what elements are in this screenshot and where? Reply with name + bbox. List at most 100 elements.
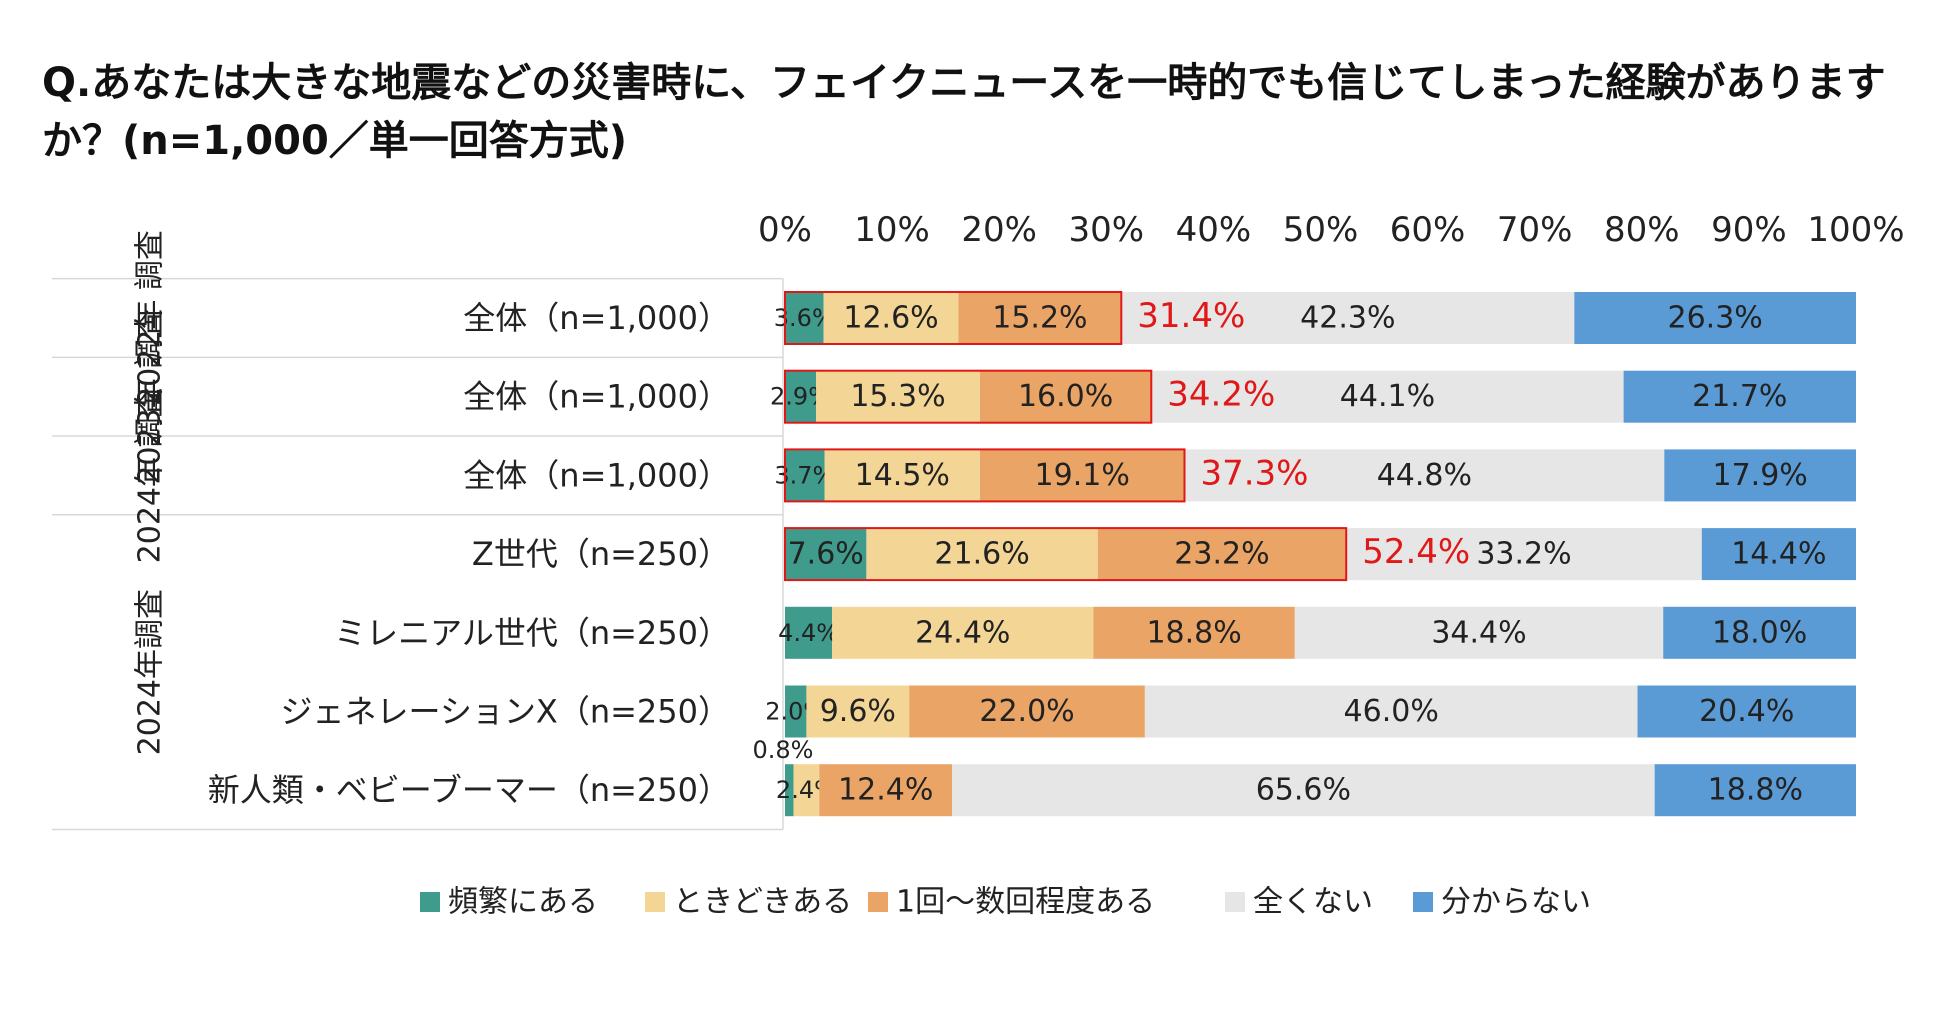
legend-label: 分からない	[1441, 885, 1591, 920]
x-axis-ticks: 0% 10% 20% 30% 40% 50% 60% 70% 80% 90% 100%	[758, 210, 1905, 250]
row-label: 新人類・ベビーブーマー（n=250）	[208, 771, 730, 809]
total-outline	[784, 448, 1186, 503]
x-tick-label: 90%	[1711, 210, 1787, 250]
bar-data-label: 65.6%	[1256, 773, 1351, 808]
bar-segment	[1346, 528, 1702, 581]
bar-segment	[806, 685, 910, 738]
bar-data-label: 18.8%	[1708, 773, 1803, 808]
row-label: 全体（n=1,000）	[463, 299, 730, 337]
bar-segment	[785, 292, 824, 344]
bar-data-label: 44.1%	[1340, 379, 1435, 414]
bar-data-label: 20.4%	[1699, 694, 1794, 729]
legend-swatch	[868, 892, 888, 912]
bar-data-label: 15.3%	[850, 379, 945, 414]
bar-segment	[1093, 606, 1295, 659]
row-label: 全体（n=1,000）	[463, 378, 730, 416]
bar-data-label: 0.8%	[753, 736, 814, 764]
legend-swatch	[645, 892, 665, 912]
bar-area: 3.6% 12.6% 15.2% 42.3% 26.3%2.9% 15.3% 16.0% 44…	[753, 291, 1856, 817]
bar-segment	[1637, 685, 1856, 738]
bar-segment	[824, 449, 980, 502]
group-label: 2024年調査	[133, 589, 168, 755]
legend-swatch	[1225, 892, 1245, 912]
x-tick-label: 70%	[1497, 210, 1573, 250]
legend-label: 1回～数回程度ある	[896, 885, 1155, 920]
bar-data-label: 17.9%	[1712, 458, 1807, 493]
bar-data-label: 21.6%	[934, 537, 1029, 572]
row-label: ジェネレーションX（n=250）	[281, 693, 730, 731]
bar-data-label: 16.0%	[1018, 379, 1113, 414]
chart-title: Q.あなたは大きな地震などの災害時に、フェイクニュースを一時的でも信じてしまった…	[42, 60, 1886, 164]
legend-label: 全くない	[1253, 885, 1373, 920]
row-label: 全体（n=1,000）	[463, 456, 730, 494]
bar-data-label: 14.4%	[1731, 537, 1826, 572]
legend-swatch	[1413, 892, 1433, 912]
bar-data-label: 34.4%	[1431, 615, 1526, 650]
bar-segment	[793, 764, 820, 817]
bar-segment	[1664, 449, 1856, 502]
bar-segment	[1701, 528, 1856, 581]
bar-segment	[909, 685, 1145, 738]
bar-segment	[1151, 370, 1624, 423]
bar-data-label: 24.4%	[915, 615, 1010, 650]
bar-segment	[1294, 606, 1664, 659]
total-outline	[784, 369, 1153, 424]
total-label: 52.4%	[1362, 532, 1470, 572]
bar-data-label: 46.0%	[1344, 694, 1439, 729]
bar-segment	[819, 764, 953, 817]
bar-segment	[785, 685, 807, 738]
bar-segment	[785, 606, 833, 659]
bar-data-label: 12.6%	[843, 301, 938, 336]
x-tick-label: 10%	[854, 210, 930, 250]
x-tick-label: 50%	[1283, 210, 1359, 250]
bar-segment	[816, 370, 980, 423]
bar-data-label: 21.7%	[1692, 379, 1787, 414]
bar-segment	[823, 292, 959, 344]
x-tick-label: 30%	[1069, 210, 1145, 250]
x-tick-label: 40%	[1176, 210, 1252, 250]
group-label: 2023年 調査	[133, 309, 168, 485]
bar-data-label: 12.4%	[838, 773, 933, 808]
legend-swatch	[420, 892, 440, 912]
x-tick-label: 80%	[1604, 210, 1680, 250]
bar-segment	[1144, 685, 1638, 738]
bar-segment	[1654, 764, 1856, 817]
x-tick-label: 60%	[1390, 210, 1466, 250]
bar-data-label: 22.0%	[979, 694, 1074, 729]
bar-data-label: 33.2%	[1476, 537, 1571, 572]
bar-data-label: 26.3%	[1668, 301, 1763, 336]
row-label: Z世代（n=250）	[472, 535, 730, 573]
total-outline	[784, 527, 1348, 582]
bar-data-label: 14.5%	[855, 458, 950, 493]
bar-segment	[785, 764, 794, 817]
bar-data-label: 23.2%	[1174, 537, 1269, 572]
bar-data-label: 9.6%	[820, 694, 896, 729]
group-label: 2024年 調査	[133, 387, 168, 563]
bar-segment	[1184, 449, 1665, 502]
bar-data-label: 4.4%	[778, 619, 839, 647]
x-tick-label: 0%	[758, 210, 812, 250]
total-label: 37.3%	[1200, 453, 1308, 493]
bar-data-label: 44.8%	[1377, 458, 1472, 493]
legend-label: ときどきある	[673, 885, 852, 920]
row-label: ミレニアル世代（n=250）	[334, 614, 730, 652]
bar-data-label: 42.3%	[1300, 301, 1395, 336]
x-tick-label: 100%	[1807, 210, 1904, 250]
bar-segment	[1663, 606, 1856, 659]
group-label: 2022年 調査	[133, 230, 168, 406]
bar-segment	[785, 449, 825, 502]
bar-segment	[979, 370, 1152, 423]
legend: 頻繁にある ときどきある 1回～数回程度ある 全くない 分からない	[420, 885, 1591, 920]
bar-data-label: 18.0%	[1712, 615, 1807, 650]
bar-segment	[952, 764, 1655, 817]
total-label: 34.2%	[1167, 375, 1275, 415]
bar-data-label: 18.8%	[1146, 615, 1241, 650]
bar-segment	[785, 528, 867, 581]
x-tick-label: 20%	[961, 210, 1037, 250]
legend-label: 頻繁にある	[448, 885, 598, 920]
bar-segment	[958, 292, 1122, 344]
bar-segment	[979, 449, 1185, 502]
total-label: 31.4%	[1137, 296, 1245, 336]
